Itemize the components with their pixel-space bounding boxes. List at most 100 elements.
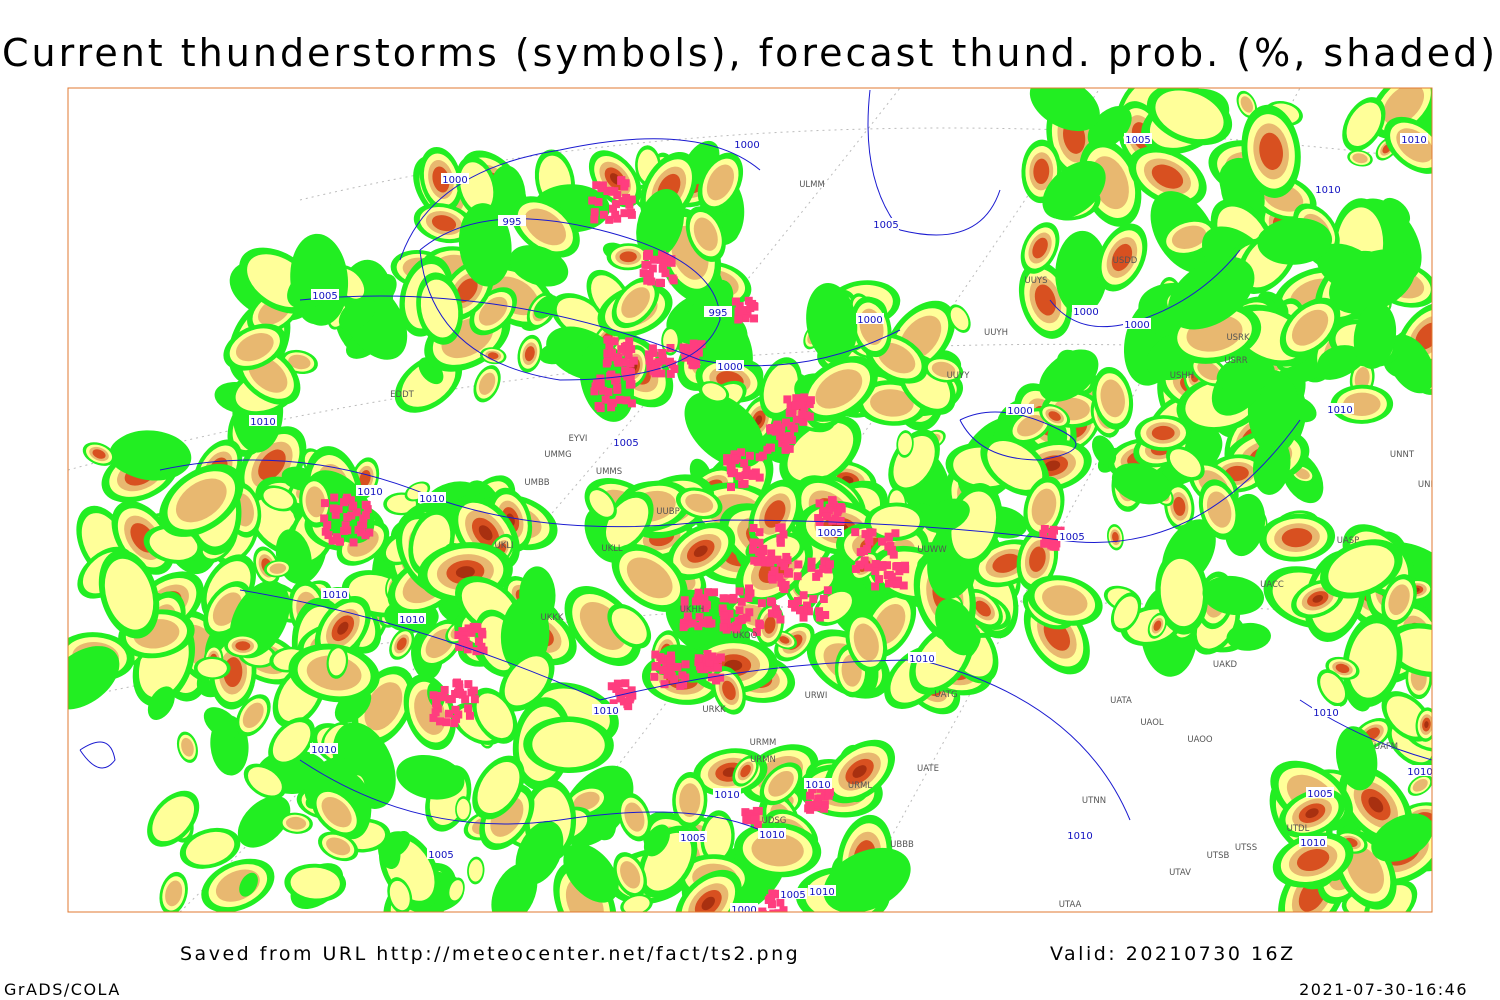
probability-shade bbox=[455, 566, 475, 579]
isobar-label: 1010 bbox=[357, 487, 382, 498]
station-code: UAOL bbox=[1140, 718, 1164, 728]
storm-symbol bbox=[1048, 529, 1057, 538]
storm-symbol bbox=[773, 610, 782, 619]
isobar-label: 1010 bbox=[311, 745, 336, 756]
station-code: UTSB bbox=[1207, 851, 1230, 861]
storm-symbol bbox=[651, 650, 660, 659]
storm-symbol bbox=[738, 614, 747, 623]
probability-shade bbox=[621, 287, 650, 318]
storm-symbol bbox=[875, 575, 884, 584]
storm-symbol bbox=[790, 424, 799, 433]
station-code: UTDL bbox=[1287, 824, 1310, 834]
storm-symbol bbox=[884, 532, 893, 541]
storm-symbol bbox=[809, 595, 818, 604]
probability-shade bbox=[524, 208, 567, 246]
storm-symbol bbox=[726, 483, 735, 492]
storm-symbol bbox=[745, 586, 754, 595]
storm-symbol bbox=[819, 594, 828, 603]
storm-symbol bbox=[341, 521, 350, 530]
storm-symbol bbox=[716, 653, 725, 662]
storm-symbol bbox=[323, 520, 332, 529]
isobar-label: 1000 bbox=[734, 140, 759, 151]
station-code: UUYH bbox=[984, 328, 1008, 338]
isobar-label: 1010 bbox=[759, 830, 784, 841]
storm-symbol bbox=[670, 675, 679, 684]
probability-shade bbox=[509, 245, 569, 287]
storm-symbol bbox=[451, 705, 460, 714]
isobar-label: 1000 bbox=[1124, 320, 1149, 331]
storm-symbol bbox=[892, 580, 901, 589]
probability-shade bbox=[779, 636, 790, 644]
storm-symbol bbox=[320, 499, 329, 508]
storm-symbol bbox=[666, 656, 675, 665]
probability-shade bbox=[787, 422, 854, 482]
station-code: UTSS bbox=[1235, 843, 1257, 853]
probability-shade bbox=[1294, 468, 1310, 480]
storm-symbol bbox=[349, 501, 358, 510]
storm-symbol bbox=[621, 679, 630, 688]
storm-symbol bbox=[742, 815, 751, 824]
storm-symbol bbox=[779, 906, 788, 912]
storm-symbol bbox=[851, 528, 860, 537]
station-code: URML bbox=[848, 781, 872, 791]
storm-symbol bbox=[860, 556, 869, 565]
probability-shade bbox=[589, 490, 614, 517]
station-code: UAFM bbox=[1374, 742, 1398, 752]
storm-symbol bbox=[655, 278, 664, 287]
storm-symbol bbox=[357, 528, 366, 537]
storm-symbol bbox=[748, 545, 757, 554]
storm-symbol bbox=[679, 623, 688, 632]
station-code: UMBB bbox=[524, 478, 549, 488]
probability-shade bbox=[626, 557, 673, 599]
probability-shade bbox=[722, 680, 736, 701]
probability-shade bbox=[706, 164, 735, 201]
station-code: UKHH bbox=[680, 605, 705, 615]
storm-symbol bbox=[442, 718, 451, 727]
storm-symbol bbox=[889, 550, 898, 559]
storm-symbol bbox=[436, 692, 445, 701]
isobar-label: 1010 bbox=[1300, 838, 1325, 849]
probability-shade bbox=[235, 641, 251, 651]
station-code: EYVI bbox=[569, 434, 588, 444]
station-code: URKK bbox=[702, 705, 726, 715]
storm-symbol bbox=[622, 396, 631, 405]
probability-shade bbox=[764, 616, 776, 634]
probability-shade bbox=[556, 297, 604, 337]
storm-symbol bbox=[720, 611, 729, 620]
isobar-label: 1010 bbox=[1327, 405, 1352, 416]
storm-symbol bbox=[773, 421, 782, 430]
station-code: UTAA bbox=[1059, 900, 1082, 910]
storm-symbol bbox=[800, 393, 809, 402]
storm-symbol bbox=[754, 807, 763, 816]
storm-symbol bbox=[863, 545, 872, 554]
isobar-label: 1000 bbox=[1073, 307, 1098, 318]
storm-symbol bbox=[612, 684, 621, 693]
storm-symbol bbox=[431, 708, 440, 717]
isobar-label: 1010 bbox=[809, 887, 834, 898]
probability-shade bbox=[396, 637, 407, 651]
storm-symbol bbox=[851, 564, 860, 573]
storm-symbol bbox=[865, 537, 874, 546]
storm-symbol bbox=[617, 345, 626, 354]
station-code: UKLI bbox=[494, 541, 513, 551]
station-code: USDD bbox=[1113, 256, 1138, 266]
probability-shade bbox=[898, 432, 912, 456]
map-title: Current thunderstorms (symbols), forecas… bbox=[2, 31, 1498, 75]
isobar-label: 1010 bbox=[322, 590, 347, 601]
station-code: UMMS bbox=[596, 467, 622, 477]
storm-symbol bbox=[607, 348, 616, 357]
storm-symbol bbox=[899, 581, 908, 590]
storm-symbol bbox=[603, 335, 612, 344]
probability-shade bbox=[269, 563, 287, 574]
isobar-label: 1005 bbox=[780, 890, 805, 901]
probability-shade bbox=[263, 488, 294, 509]
storm-symbol bbox=[694, 654, 703, 663]
station-code: ULMM bbox=[799, 180, 825, 190]
station-code: UTAV bbox=[1169, 868, 1191, 878]
storm-symbol bbox=[755, 473, 764, 482]
storm-symbol bbox=[821, 610, 830, 619]
storm-symbol bbox=[776, 537, 785, 546]
station-code: URWI bbox=[805, 691, 828, 701]
probability-shade bbox=[478, 296, 508, 326]
